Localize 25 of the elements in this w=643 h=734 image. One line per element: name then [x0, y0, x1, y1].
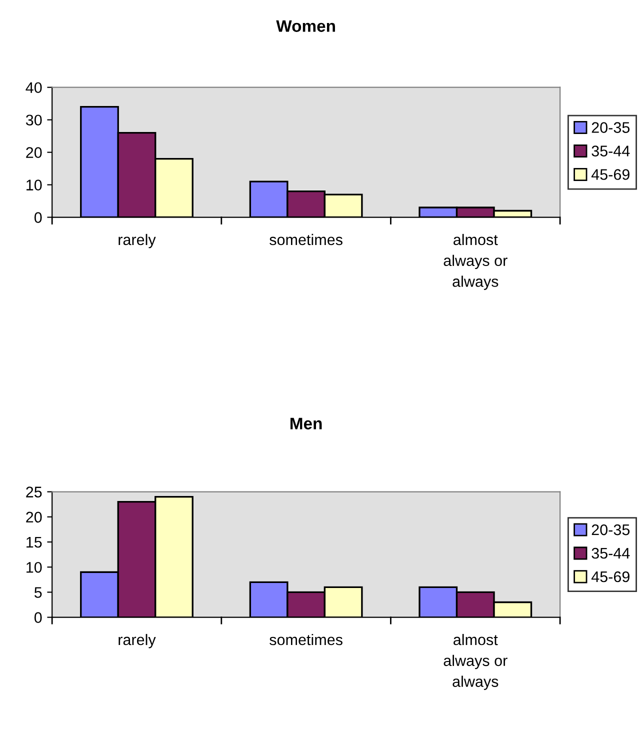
x-tick-label: rarely: [118, 234, 156, 248]
legend-label: 20-35: [592, 524, 630, 536]
legend-label: 35-44: [592, 146, 630, 156]
chart-title: Women: [276, 20, 335, 32]
y-tick-label: 5: [34, 587, 42, 598]
legend-label: 35-44: [592, 548, 630, 559]
y-tick-label: 40: [26, 82, 42, 94]
legend-label: 45-69: [591, 571, 630, 582]
y-tick-label: 15: [26, 537, 42, 548]
y-tick-label: 0: [34, 212, 42, 223]
y-tick-label: 20: [26, 147, 42, 158]
y-tick-label: 30: [26, 114, 42, 126]
x-tick-label: sometimes: [270, 634, 342, 646]
x-tick-label: rarely: [118, 634, 156, 648]
x-tick-label: sometimes: [270, 234, 342, 246]
x-tick-label: almost always or always: [444, 634, 508, 690]
x-tick-label: almost always or always: [444, 234, 508, 290]
chart-title: Men: [290, 418, 322, 430]
legend-label: 45-69: [591, 169, 630, 180]
y-tick-label: 20: [26, 512, 42, 523]
y-tick-label: 10: [26, 562, 42, 573]
legend-label: 20-35: [592, 122, 630, 133]
y-tick-label: 25: [26, 486, 42, 498]
y-tick-label: 0: [34, 612, 42, 623]
y-tick-label: 10: [26, 180, 42, 190]
